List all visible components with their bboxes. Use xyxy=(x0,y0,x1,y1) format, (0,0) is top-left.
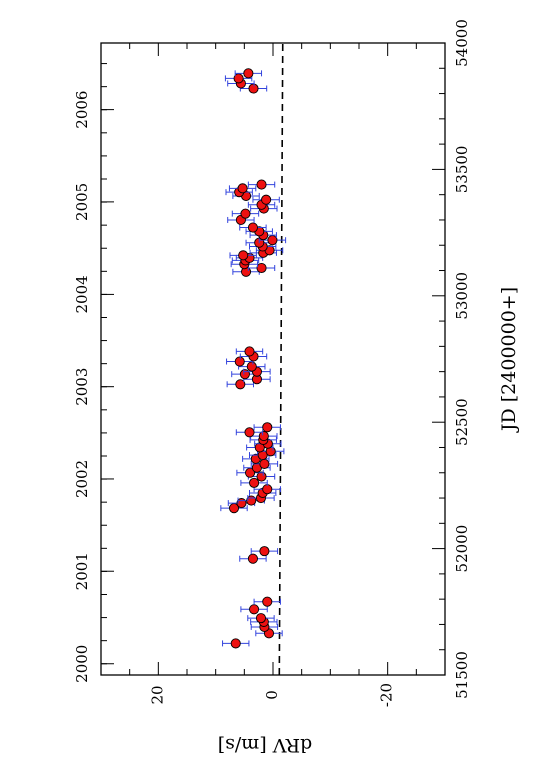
data-point xyxy=(236,467,264,478)
data-point xyxy=(240,477,268,488)
data-point xyxy=(250,546,279,557)
data-marker xyxy=(261,194,272,205)
data-point xyxy=(228,183,257,194)
data-point xyxy=(247,262,276,274)
data-point xyxy=(253,596,281,607)
data-point xyxy=(235,346,264,357)
jd-tick-label: 52500 xyxy=(453,398,471,446)
year-tick-label: 2001 xyxy=(73,552,91,590)
data-marker xyxy=(234,356,245,367)
data-point xyxy=(239,553,267,564)
data-marker xyxy=(247,553,258,564)
data-point xyxy=(252,194,280,205)
data-marker xyxy=(259,458,270,469)
jd-tick-label: 54000 xyxy=(453,19,471,67)
data-marker xyxy=(244,346,255,357)
data-marker xyxy=(258,431,269,442)
data-point xyxy=(240,604,268,615)
data-point xyxy=(247,179,276,190)
data-marker xyxy=(248,83,259,94)
data-point xyxy=(226,356,254,367)
data-marker xyxy=(262,596,273,607)
axis-ticks xyxy=(100,42,446,676)
data-point xyxy=(220,503,248,514)
data-marker xyxy=(237,183,248,194)
data-point xyxy=(242,453,270,464)
data-marker xyxy=(249,477,260,488)
data-marker xyxy=(262,422,273,433)
jd-tick-label: 53000 xyxy=(453,272,471,320)
data-marker xyxy=(249,604,260,615)
data-marker xyxy=(259,546,270,557)
data-point xyxy=(227,214,255,226)
data-point xyxy=(255,628,283,639)
jd-tick-label: 52000 xyxy=(453,525,471,573)
data-point xyxy=(253,484,281,495)
year-tick-label: 2003 xyxy=(73,368,91,406)
data-marker xyxy=(256,179,267,190)
data-marker xyxy=(247,222,258,233)
year-tick-label: 2004 xyxy=(73,275,91,313)
data-point xyxy=(246,442,274,453)
data-marker xyxy=(239,369,250,380)
data-marker xyxy=(240,208,251,219)
trend-line-layer xyxy=(278,42,284,676)
data-point xyxy=(226,379,255,390)
data-marker xyxy=(256,471,267,482)
plot-frame xyxy=(100,42,446,676)
drv-tick-label: -20 xyxy=(378,683,396,707)
data-marker xyxy=(238,250,249,261)
x-axis-title: JD [2400000+] xyxy=(498,287,520,433)
data-point xyxy=(234,68,263,79)
data-marker xyxy=(255,613,267,624)
data-marker xyxy=(262,484,273,495)
year-tick-label: 2005 xyxy=(73,183,91,221)
year-tick-label: 2000 xyxy=(73,645,91,683)
data-point xyxy=(235,427,264,438)
data-point xyxy=(258,235,287,246)
drv-tick-label: 20 xyxy=(148,685,166,704)
data-point xyxy=(231,208,260,219)
jd-tick-label: 53500 xyxy=(453,146,471,194)
data-marker xyxy=(246,361,257,372)
data-marker xyxy=(235,379,246,390)
data-point xyxy=(239,222,267,233)
year-tick-label: 2002 xyxy=(73,460,91,498)
year-tick-label: 2006 xyxy=(73,91,91,129)
data-marker xyxy=(230,638,241,649)
data-marker xyxy=(243,68,254,79)
tick-labels: 51500 52000 52500 53000 53500 54000 2000 2001 20… xyxy=(73,19,471,707)
trend-line xyxy=(278,42,284,676)
drv-tick-label: 0 xyxy=(263,690,281,700)
data-point xyxy=(229,250,257,261)
jd-tick-label: 51500 xyxy=(453,651,471,699)
data-point xyxy=(250,458,279,469)
data-point xyxy=(253,422,281,433)
data-marker xyxy=(244,427,255,438)
data-points xyxy=(220,68,287,649)
data-point xyxy=(222,638,250,649)
data-marker xyxy=(267,235,278,246)
data-marker xyxy=(256,262,267,274)
y-axis-title: dRV [m/s] xyxy=(218,734,313,756)
data-point xyxy=(247,613,275,624)
data-point xyxy=(250,431,278,442)
